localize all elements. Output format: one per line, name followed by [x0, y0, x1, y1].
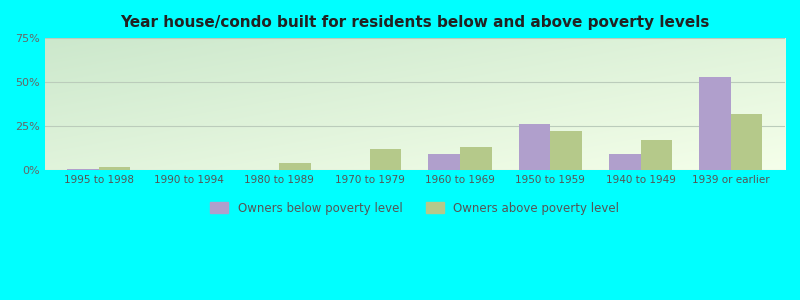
Bar: [428, 154, 460, 170]
Bar: [518, 124, 550, 170]
Legend: Owners below poverty level, Owners above poverty level: Owners below poverty level, Owners above…: [206, 197, 624, 219]
Bar: [67, 169, 98, 170]
Bar: [279, 163, 311, 170]
Bar: [699, 77, 731, 170]
Bar: [731, 114, 762, 170]
Bar: [460, 147, 491, 170]
Bar: [98, 167, 130, 170]
Bar: [609, 154, 641, 170]
Bar: [550, 131, 582, 170]
Bar: [370, 149, 402, 170]
Title: Year house/condo built for residents below and above poverty levels: Year house/condo built for residents bel…: [120, 15, 710, 30]
Bar: [641, 140, 672, 170]
